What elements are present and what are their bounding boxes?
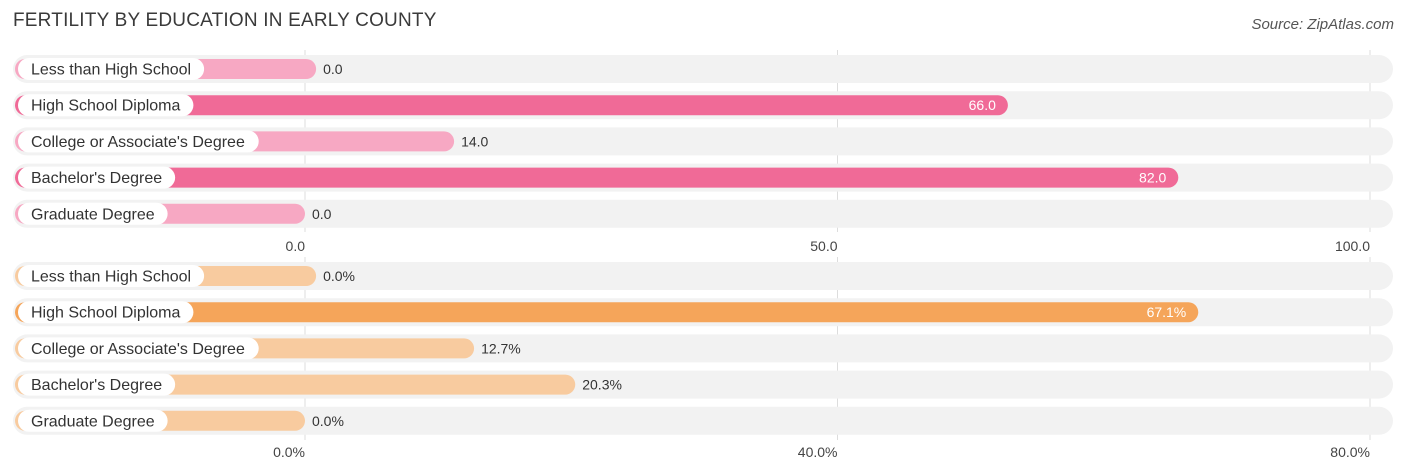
value-label: 66.0 xyxy=(969,97,996,113)
bar-track xyxy=(13,55,1393,83)
tick-label: 0.0 xyxy=(286,238,306,254)
category-pill xyxy=(18,337,259,360)
category-label: Less than High School xyxy=(31,269,191,286)
bar xyxy=(15,167,1179,188)
category-label: College or Associate's Degree xyxy=(31,134,245,151)
category-label: Less than High School xyxy=(31,62,191,79)
category-pill xyxy=(18,202,168,225)
value-label: 12.7% xyxy=(481,340,521,356)
category-label: Bachelor's Degree xyxy=(31,377,162,394)
category-label: College or Associate's Degree xyxy=(31,341,245,358)
source-credit: Source: ZipAtlas.com xyxy=(1251,16,1394,33)
chart-panel-1: Less than High School 0.0 High School Dipl… xyxy=(13,50,1393,254)
chart-title: FERTILITY BY EDUCATION IN EARLY COUNTY xyxy=(13,10,437,31)
value-label: 67.1% xyxy=(1147,304,1187,320)
value-label: 0.0% xyxy=(312,413,344,429)
category-pill xyxy=(18,130,259,153)
bar xyxy=(15,95,1008,116)
bar-track xyxy=(13,262,1393,290)
category-pill xyxy=(18,166,176,189)
category-label: Graduate Degree xyxy=(31,206,155,223)
bar-track xyxy=(13,199,1393,228)
category-label: Bachelor's Degree xyxy=(31,170,162,187)
tick-label: 40.0% xyxy=(798,444,838,460)
value-label: 0.0 xyxy=(323,61,343,77)
value-label: 0.0% xyxy=(323,268,355,284)
category-pill xyxy=(18,94,194,117)
bar-track xyxy=(13,406,1393,435)
tick-label: 50.0 xyxy=(810,238,837,254)
chart-panel-2: Less than High School 0.0% High School Dip… xyxy=(13,257,1393,460)
category-pill xyxy=(18,409,168,432)
value-label: 0.0 xyxy=(312,206,332,222)
tick-label: 100.0 xyxy=(1335,238,1370,254)
bar xyxy=(15,302,1199,323)
category-label: High School Diploma xyxy=(31,98,181,115)
category-pill xyxy=(18,301,194,324)
category-label: High School Diploma xyxy=(31,305,181,322)
category-label: Graduate Degree xyxy=(31,413,155,430)
tick-label: 80.0% xyxy=(1330,444,1370,460)
category-pill xyxy=(18,265,205,287)
category-pill xyxy=(18,373,176,396)
value-label: 14.0 xyxy=(461,133,488,149)
value-label: 82.0 xyxy=(1139,170,1166,186)
category-pill xyxy=(18,58,205,80)
tick-label: 0.0% xyxy=(273,444,305,460)
value-label: 20.3% xyxy=(582,377,622,393)
